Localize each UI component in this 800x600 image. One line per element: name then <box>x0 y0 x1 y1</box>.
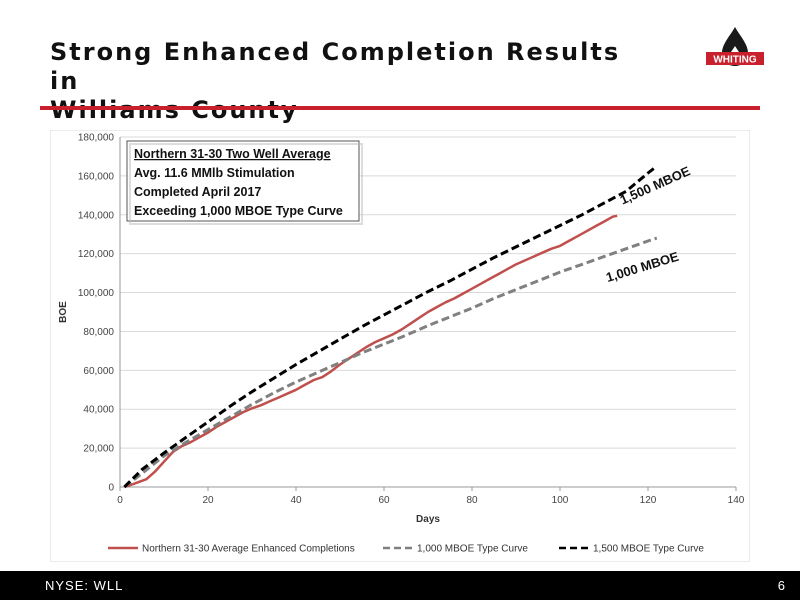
slide-title-line2: Williams County <box>50 96 299 124</box>
annotation-box: Northern 31-30 Two Well Average Avg. 11.… <box>126 140 363 225</box>
x-tick-label: 20 <box>202 495 214 506</box>
series-lines <box>123 165 658 489</box>
x-axis-ticks: 0 20 40 60 80 100 120 140 <box>117 487 745 506</box>
x-tick-label: 0 <box>117 495 123 506</box>
footer-ticker: NYSE: WLL <box>45 578 124 593</box>
y-axis-label: BOE <box>58 301 69 323</box>
x-tick-label: 140 <box>728 495 745 506</box>
y-axis-ticks: 0 20,000 40,000 60,000 80,000 100,000 120,000 1… <box>78 133 115 494</box>
annotation-line4: Exceeding 1,000 MBOE Type Curve <box>134 204 343 218</box>
series-1500-type-curve <box>123 165 658 489</box>
page-number: 6 <box>777 578 785 593</box>
legend-item-actual: Northern 31-30 Average Enhanced Completi… <box>142 544 355 555</box>
series-1000-type-curve <box>123 236 658 489</box>
y-tick-label: 160,000 <box>78 171 115 182</box>
y-tick-label: 60,000 <box>83 366 114 377</box>
y-tick-label: 0 <box>108 483 114 494</box>
annotation-line2: Avg. 11.6 MMlb Stimulation <box>134 166 295 180</box>
legend-item-1000: 1,000 MBOE Type Curve <box>417 544 528 555</box>
x-tick-label: 120 <box>640 495 657 506</box>
logo-text: WHITING <box>713 55 757 66</box>
slide-title: Strong Enhanced Completion Results in Wi… <box>50 38 650 125</box>
annotation-line1: Northern 31-30 Two Well Average <box>134 147 331 161</box>
annotation-line3: Completed April 2017 <box>134 185 261 199</box>
whiting-logo: WHITING <box>706 27 764 66</box>
legend-item-1500: 1,500 MBOE Type Curve <box>593 544 704 555</box>
y-tick-label: 140,000 <box>78 210 115 221</box>
title-divider <box>40 106 760 110</box>
x-tick-label: 80 <box>466 495 478 506</box>
y-tick-label: 120,000 <box>78 249 115 260</box>
footer-bar: NYSE: WLL 6 <box>0 571 800 600</box>
slide-title-line1: Strong Enhanced Completion Results in <box>50 38 621 95</box>
series-actual-line <box>124 214 618 489</box>
x-tick-label: 100 <box>552 495 569 506</box>
x-axis-label: Days <box>416 514 440 525</box>
y-tick-label: 40,000 <box>83 405 114 416</box>
y-tick-label: 20,000 <box>83 444 114 455</box>
x-tick-label: 60 <box>378 495 390 506</box>
axes <box>119 137 736 488</box>
x-tick-label: 40 <box>290 495 302 506</box>
chart-legend: Northern 31-30 Average Enhanced Completi… <box>108 544 704 555</box>
y-tick-label: 100,000 <box>78 288 115 299</box>
production-chart: 0 20,000 40,000 60,000 80,000 100,000 120,000 1… <box>50 130 750 562</box>
y-tick-label: 180,000 <box>78 133 115 144</box>
y-tick-label: 80,000 <box>83 327 114 338</box>
